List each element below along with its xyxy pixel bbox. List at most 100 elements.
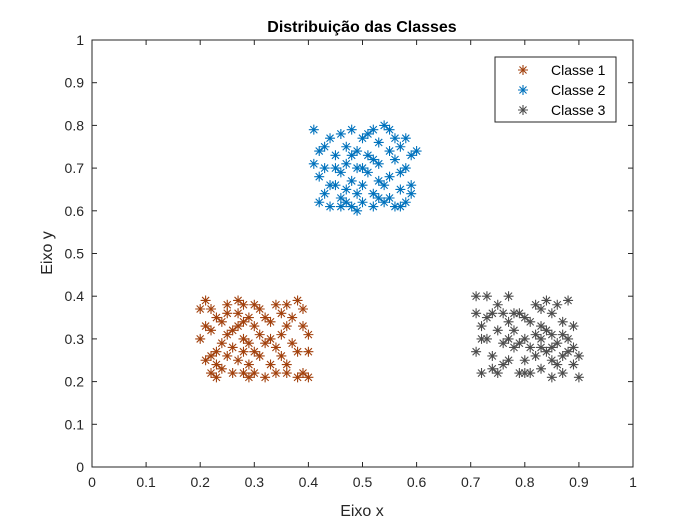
data-point bbox=[206, 304, 217, 315]
data-point bbox=[314, 146, 325, 157]
data-point bbox=[330, 150, 341, 161]
data-point bbox=[476, 333, 487, 344]
data-point bbox=[206, 368, 217, 379]
data-point bbox=[341, 141, 352, 152]
data-point bbox=[530, 299, 541, 310]
data-point bbox=[373, 175, 384, 186]
data-point bbox=[341, 158, 352, 169]
data-point bbox=[357, 133, 368, 144]
data-point bbox=[200, 295, 211, 306]
legend: Classe 1 Classe 2 Classe 3 bbox=[494, 56, 617, 123]
data-point bbox=[568, 359, 579, 370]
legend-marker bbox=[518, 65, 528, 75]
data-point bbox=[514, 338, 525, 349]
data-point bbox=[303, 346, 314, 357]
data-point bbox=[335, 167, 346, 178]
data-point bbox=[530, 350, 541, 361]
data-point bbox=[238, 346, 249, 357]
data-point bbox=[519, 355, 530, 366]
data-point bbox=[471, 291, 482, 302]
data-point bbox=[546, 308, 557, 319]
x-tick-label: 0.9 bbox=[569, 474, 589, 490]
data-point bbox=[325, 180, 336, 191]
data-point bbox=[395, 201, 406, 212]
data-point bbox=[487, 308, 498, 319]
data-point bbox=[573, 372, 584, 383]
data-point bbox=[557, 350, 568, 361]
data-point bbox=[406, 150, 417, 161]
legend-label: Classe 2 bbox=[551, 82, 606, 98]
data-point bbox=[292, 346, 303, 357]
legend-box bbox=[494, 56, 617, 123]
data-point bbox=[557, 368, 568, 379]
x-tick-label: 0.7 bbox=[461, 474, 481, 490]
y-axis-title: Eixo y bbox=[39, 231, 56, 275]
data-point bbox=[216, 363, 227, 374]
series-3 bbox=[471, 291, 584, 383]
data-point bbox=[249, 321, 260, 332]
data-point bbox=[476, 368, 487, 379]
data-point bbox=[541, 346, 552, 357]
data-point bbox=[270, 299, 281, 310]
data-point bbox=[492, 325, 503, 336]
data-point bbox=[546, 372, 557, 383]
data-point bbox=[346, 201, 357, 212]
data-point bbox=[200, 321, 211, 332]
legend-label: Classe 1 bbox=[551, 62, 606, 78]
x-tick-label: 0.2 bbox=[190, 474, 210, 490]
data-point bbox=[546, 355, 557, 366]
data-point bbox=[471, 346, 482, 357]
data-point bbox=[492, 299, 503, 310]
data-point bbox=[563, 333, 574, 344]
data-point bbox=[357, 180, 368, 191]
data-point bbox=[389, 201, 400, 212]
data-point bbox=[352, 188, 363, 199]
data-point bbox=[195, 304, 206, 315]
data-point bbox=[238, 333, 249, 344]
data-point bbox=[568, 342, 579, 353]
data-point bbox=[335, 192, 346, 203]
data-point bbox=[200, 355, 211, 366]
data-point bbox=[503, 291, 514, 302]
data-point bbox=[297, 321, 308, 332]
data-point bbox=[384, 171, 395, 182]
plot-area bbox=[195, 120, 584, 383]
data-point bbox=[222, 299, 233, 310]
data-point bbox=[319, 188, 330, 199]
data-point bbox=[384, 146, 395, 157]
data-point bbox=[552, 338, 563, 349]
data-point bbox=[503, 355, 514, 366]
data-point bbox=[519, 333, 530, 344]
legend-item: Classe 3 bbox=[518, 102, 606, 118]
data-point bbox=[498, 308, 509, 319]
data-point bbox=[330, 180, 341, 191]
x-tick-label: 0.4 bbox=[299, 474, 319, 490]
y-tick-label: 0.3 bbox=[65, 331, 85, 347]
data-point bbox=[406, 180, 417, 191]
data-point bbox=[557, 329, 568, 340]
data-point bbox=[227, 325, 238, 336]
data-point bbox=[276, 350, 287, 361]
data-point bbox=[346, 175, 357, 186]
data-point bbox=[238, 299, 249, 310]
data-point bbox=[292, 372, 303, 383]
y-tick-label: 0.5 bbox=[65, 246, 85, 262]
data-point bbox=[406, 188, 417, 199]
y-tick-label: 0 bbox=[76, 459, 84, 475]
data-point bbox=[341, 184, 352, 195]
axes: 0 0.1 0.2 0.3 0.4 0.5 0.6 0.7 0.8 0.9 1 0 0.1 0.2 0.3 0… bbox=[65, 32, 638, 490]
data-point bbox=[492, 368, 503, 379]
data-point bbox=[346, 150, 357, 161]
x-tick-label: 0.3 bbox=[245, 474, 265, 490]
data-point bbox=[254, 304, 265, 315]
data-point bbox=[481, 312, 492, 323]
data-point bbox=[362, 128, 373, 139]
data-point bbox=[552, 359, 563, 370]
data-point bbox=[411, 146, 422, 157]
legend-item: Classe 2 bbox=[518, 82, 606, 98]
data-point bbox=[238, 368, 249, 379]
data-point bbox=[519, 312, 530, 323]
data-point bbox=[352, 163, 363, 174]
data-point bbox=[508, 342, 519, 353]
data-point bbox=[481, 333, 492, 344]
